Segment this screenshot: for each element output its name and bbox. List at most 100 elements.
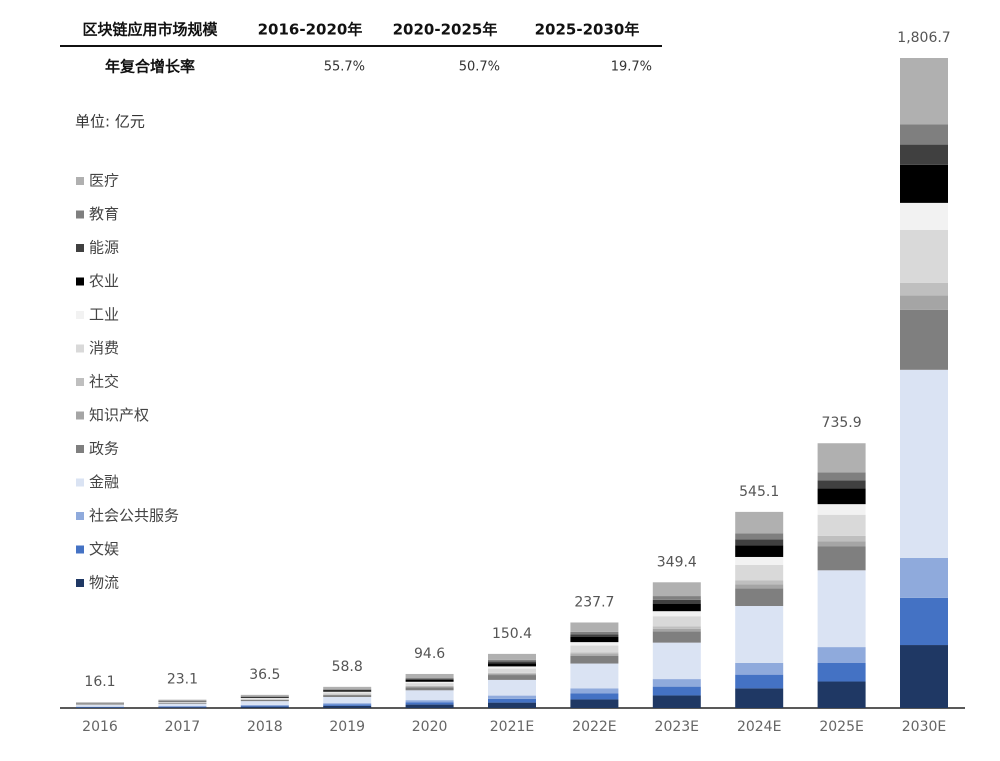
bar-segment [735,557,783,565]
bar-segment [818,541,866,546]
bar-segment [570,693,618,699]
legend-label: 社会公共服务 [89,507,179,525]
bar-segment [488,654,536,660]
table-cell: 19.7% [611,60,652,75]
bar-segment [570,664,618,689]
legend-swatch [76,278,84,286]
total-label: 150.4 [492,626,532,642]
bar-segment [158,701,206,702]
bar-segment [818,570,866,647]
bar-segment [241,705,289,706]
legend-label: 医疗 [89,172,119,190]
bar-segment [818,663,866,682]
bar-segment [818,443,866,472]
table-header: 2020-2025年 [393,21,498,39]
legend-swatch [76,546,84,554]
bar-segment [488,674,536,675]
bar-segment [323,693,371,695]
legend-label: 金融 [89,473,119,491]
total-label: 545.1 [739,484,779,500]
legend-label: 消费 [89,339,119,357]
bar-segment [900,165,948,203]
legend-swatch [76,211,84,219]
bar-segment [570,642,618,645]
table-header: 区块链应用市场规模 [82,21,218,39]
bar-segment [570,656,618,664]
bar-segment [76,705,124,707]
total-label: 16.1 [84,674,115,690]
bar-segment [323,703,371,704]
bar-segment [323,706,371,708]
bar-segment [653,611,701,616]
bar-segment [158,703,206,704]
bar-segment [570,652,618,654]
bar-segment [818,682,866,708]
bar-segment [241,707,289,708]
legend-swatch [76,378,84,386]
bar-segment [900,295,948,309]
table-row-label: 年复合增长率 [105,58,195,76]
total-label: 1,806.7 [897,30,950,46]
bar-segment [158,700,206,701]
x-tick-label: 2021E [490,719,534,735]
bar-segment [900,645,948,708]
bar-segment [653,582,701,596]
bar-segment [406,678,454,679]
bar-segment [406,683,454,686]
bar-segment [241,698,289,699]
bar-segment [818,504,866,515]
bar-segment [900,310,948,370]
bar-segment [406,682,454,683]
legend-swatch [76,512,84,520]
bar-segment [323,695,371,697]
bar-segment [900,283,948,296]
legend-label: 教育 [89,205,119,223]
bar-segment [241,698,289,699]
unit-label: 单位: 亿元 [75,113,145,131]
legend-label: 社交 [89,373,119,391]
bar-segment [570,646,618,653]
bar-segment [818,515,866,536]
bar-segment [900,58,948,124]
x-tick-label: 2018 [247,719,283,735]
bar-segment [735,580,783,584]
bar-segment [488,703,536,708]
bar-segment [653,631,701,642]
legend-label: 农业 [89,272,119,290]
bar-segment [653,600,701,604]
bar-segment [653,604,701,612]
legend-label: 能源 [89,239,119,257]
bar-segment [735,533,783,539]
bar-segment [735,565,783,581]
table-cell: 50.7% [459,60,500,75]
x-tick-label: 2022E [572,719,616,735]
bar-segment [76,707,124,708]
bar-segment [241,706,289,707]
bar-segment [406,702,454,704]
bar-segment [570,632,618,635]
legend-swatch [76,311,84,319]
x-tick-label: 2017 [165,719,201,735]
bar-segment [241,701,289,705]
x-tick-label: 2025E [819,719,863,735]
bar-segment [653,629,701,632]
bar-segment [900,203,948,230]
total-label: 94.6 [414,646,445,662]
bar-segment [241,700,289,701]
bar-segment [323,690,371,691]
bar-segment [406,686,454,687]
bar-segment [653,695,701,708]
x-tick-label: 2016 [82,719,118,735]
legend-label: 文娱 [89,540,119,558]
bar-segment [900,124,948,144]
bar-segment [488,699,536,703]
bar-segment [900,230,948,283]
bar-segment [653,596,701,600]
bar-segment [900,145,948,165]
x-tick-label: 2019 [329,719,365,735]
bar-segment [570,637,618,642]
bar-segment [818,647,866,663]
x-tick-label: 2024E [737,719,781,735]
bar-segment [818,488,866,504]
